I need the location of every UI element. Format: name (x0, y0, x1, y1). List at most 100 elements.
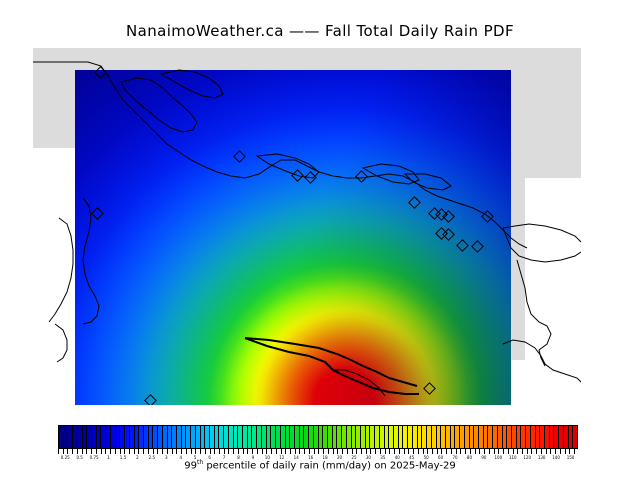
colorbar-tick (308, 449, 314, 454)
colorbar-tick-label: 90 (481, 455, 487, 460)
colorbar-tick (432, 449, 437, 454)
colorbar-tick (119, 449, 125, 454)
colorbar-band (162, 426, 168, 448)
colorbar-tick-label: 12 (279, 455, 285, 460)
colorbar-band (125, 426, 130, 448)
colorbar-band (545, 426, 550, 448)
colorbar-tick-label: 6 (208, 455, 211, 460)
colorbar-band (252, 426, 258, 448)
colorbar-tick (550, 449, 555, 454)
colorbar-tick (342, 449, 347, 454)
colorbar-band (394, 426, 399, 448)
colorbar-tick-label: 80 (466, 455, 473, 460)
colorbar-band (323, 426, 328, 448)
colorbar-tick (280, 449, 286, 454)
colorbar-tick (545, 449, 551, 454)
colorbar-tick (555, 449, 560, 454)
colorbar-tick-label: 120 (523, 455, 532, 460)
colorbar-tick (204, 449, 210, 454)
colorbar-band (445, 426, 451, 448)
colorbar-tick (323, 449, 328, 454)
colorbar-band (563, 426, 569, 448)
colorbar[interactable]: 0.25 0.5 0.75 1 1.5 2 2.5 3 4 5 6 7 8 9 10 12 14 16 18 20 25… (58, 425, 578, 460)
colorbar-tick-label: 100 (494, 455, 503, 460)
colorbar-band (214, 426, 220, 448)
colorbar-tick-label: 35 (380, 455, 386, 460)
colorbar-tick (129, 449, 134, 454)
colorbar-tick (162, 449, 167, 454)
colorbar-band (351, 426, 357, 448)
colorbar-band (337, 426, 343, 448)
colorbar-band (422, 426, 428, 448)
colorbar-tick-label: 130 (537, 455, 546, 460)
colorbar-tick (218, 449, 224, 454)
colorbar-band (521, 426, 527, 448)
colorbar-band (417, 426, 423, 448)
colorbar-tick (76, 449, 82, 454)
colorbar-tick (540, 449, 546, 454)
colorbar-band (554, 426, 560, 448)
colorbar-tick (469, 449, 475, 454)
colorbar-tick (384, 449, 390, 454)
colorbar-tick (375, 449, 380, 454)
colorbar-tick (171, 449, 177, 454)
colorbar-tick (237, 449, 243, 454)
colorbar-tick (450, 449, 456, 454)
colorbar-tick (441, 449, 446, 454)
colorbar-band (148, 426, 154, 448)
colorbar-band (280, 426, 286, 448)
colorbar-tick (133, 449, 139, 454)
colorbar-band (568, 426, 574, 448)
colorbar-band (469, 426, 475, 448)
colorbar-band (224, 426, 229, 448)
colorbar-tick-label: 0.5 (76, 455, 83, 460)
colorbar-band (309, 426, 314, 448)
colorbar-band (540, 426, 546, 448)
colorbar-tick (289, 449, 295, 454)
colorbar-tick (124, 449, 129, 454)
colorbar-band (412, 426, 418, 448)
colorbar-band (139, 426, 144, 448)
caption-number: 99 (184, 460, 197, 472)
colorbar-tick (498, 449, 503, 454)
colorbar-band (474, 426, 479, 448)
colorbar-band (450, 426, 456, 448)
colorbar-tick (318, 449, 323, 454)
colorbar-band (158, 426, 163, 448)
colorbar-tick (86, 449, 91, 454)
colorbar-tick-label: 9 (251, 455, 255, 460)
colorbar-band (507, 426, 512, 448)
colorbar-tick-label: 60 (438, 455, 444, 460)
colorbar-band (228, 426, 234, 448)
colorbar-band (379, 426, 385, 448)
colorbar-band (167, 426, 173, 448)
colorbar-tick (365, 449, 371, 454)
colorbar-tick-label: 45 (409, 455, 415, 460)
colorbar-tick-label: 20 (336, 455, 343, 460)
colorbar-tick-label: 7 (222, 455, 226, 460)
colorbar-tick (427, 449, 432, 454)
colorbar-tick-label: 2.5 (148, 455, 156, 460)
colorbar-tick (223, 449, 229, 454)
colorbar-tick (479, 449, 484, 454)
colorbar-tick-label: 1.5 (119, 455, 127, 460)
colorbar-tick-label: 16 (308, 455, 314, 460)
colorbar-tick (67, 449, 72, 454)
colorbar-tick (413, 449, 418, 454)
colorbar-tick (493, 449, 499, 454)
colorbar-tick (266, 449, 271, 454)
colorbar-tick (512, 449, 518, 454)
colorbar-tick (275, 449, 281, 454)
colorbar-tick (105, 449, 110, 454)
colorbar-band (294, 426, 300, 448)
colorbar-tick (313, 449, 319, 454)
colorbar-tick (474, 449, 480, 454)
colorbar-band (332, 426, 338, 448)
colorbar-tick (195, 449, 200, 454)
colorbar-tick (256, 449, 262, 454)
colorbar-band (384, 426, 390, 448)
colorbar-band (261, 426, 267, 448)
colorbar-tick-label: 14 (293, 455, 299, 460)
map-panel[interactable] (33, 48, 581, 405)
colorbar-band (483, 426, 489, 448)
